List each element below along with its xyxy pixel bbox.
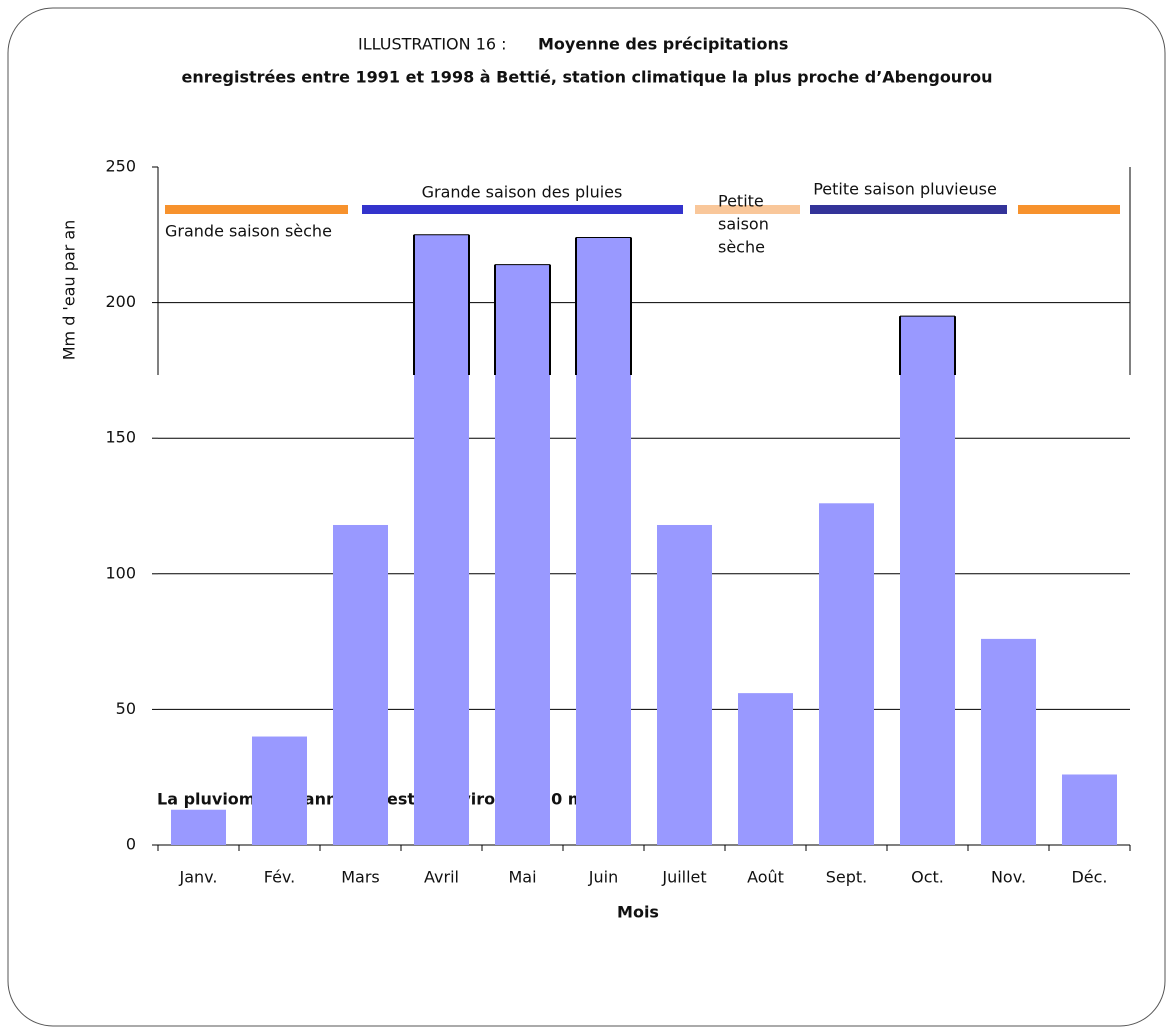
season-label: Grande saison sèche xyxy=(165,222,332,241)
bar xyxy=(738,693,793,845)
y-tick-label: 100 xyxy=(105,563,136,582)
bar xyxy=(819,503,874,845)
bar xyxy=(414,234,469,846)
bar xyxy=(657,524,712,845)
y-tick-label: 150 xyxy=(105,428,136,447)
season-band xyxy=(1018,205,1120,214)
bar xyxy=(252,736,307,845)
x-tick-label: Août xyxy=(747,868,784,887)
chart-title: Moyenne des précipitations xyxy=(538,35,788,54)
season-band xyxy=(810,205,1007,214)
x-tick-label: Juillet xyxy=(661,868,706,887)
bar xyxy=(981,638,1036,845)
y-axis-label: Mm d 'eau par an xyxy=(60,220,79,361)
season-band xyxy=(362,205,683,214)
bar xyxy=(1062,774,1117,845)
chart-title-prefix: ILLUSTRATION 16 : xyxy=(358,35,507,54)
x-tick-label: Nov. xyxy=(991,868,1026,887)
bar xyxy=(333,524,388,845)
x-tick-label: Sept. xyxy=(826,868,868,887)
y-tick-label: 200 xyxy=(105,292,136,311)
season-label: Petite saison pluvieuse xyxy=(813,180,997,199)
bar xyxy=(900,316,955,845)
season-label: sèche xyxy=(718,238,765,257)
y-tick-label: 0 xyxy=(126,835,136,854)
x-tick-label: Juin xyxy=(588,868,618,887)
x-tick-label: Mars xyxy=(341,868,380,887)
season-label: Petite xyxy=(718,192,764,211)
x-tick-label: Avril xyxy=(424,868,459,887)
x-tick-label: Oct. xyxy=(911,868,944,887)
season-band xyxy=(695,205,800,214)
bar xyxy=(576,237,631,846)
bar xyxy=(495,264,550,846)
x-tick-label: Fév. xyxy=(264,868,295,887)
chart-subtitle: enregistrées entre 1991 et 1998 à Bettié… xyxy=(182,68,993,87)
x-axis-label: Mois xyxy=(617,903,659,922)
y-tick-label: 250 xyxy=(105,157,136,176)
bar xyxy=(171,809,226,845)
season-band xyxy=(165,205,348,214)
x-tick-label: Mai xyxy=(508,868,536,887)
frame xyxy=(7,7,1166,1027)
y-tick-label: 50 xyxy=(116,699,136,718)
x-tick-label: Janv. xyxy=(179,868,218,887)
season-label: saison xyxy=(718,215,769,234)
season-label: Grande saison des pluies xyxy=(422,183,623,202)
x-tick-label: Déc. xyxy=(1071,868,1107,887)
